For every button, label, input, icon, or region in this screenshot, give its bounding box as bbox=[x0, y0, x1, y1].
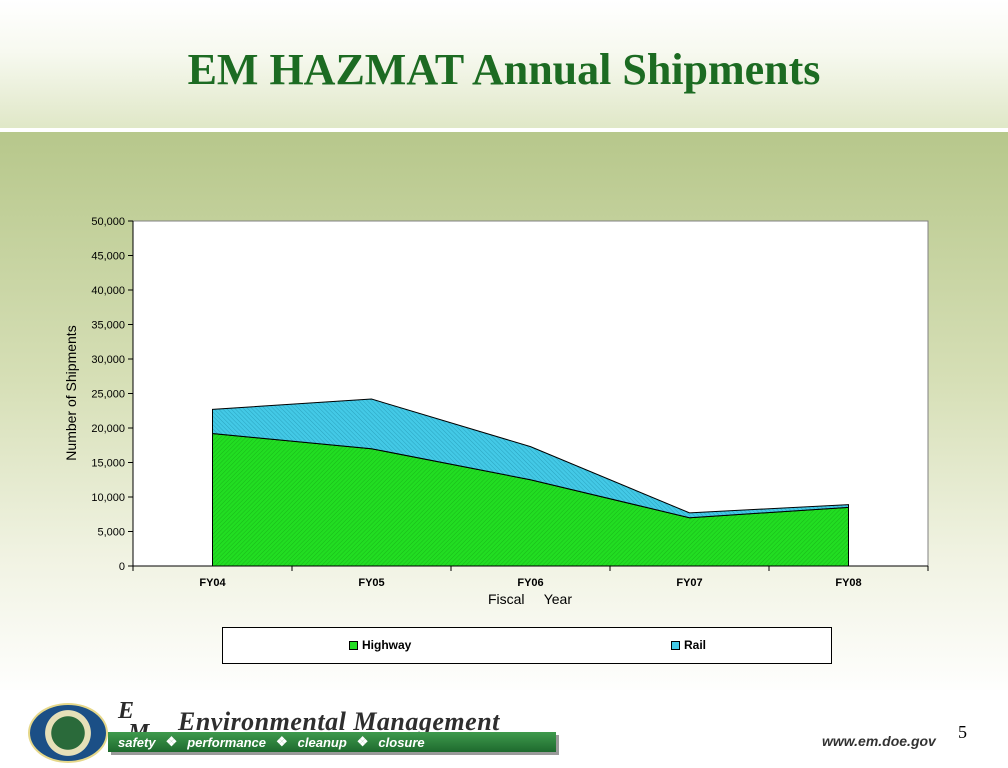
x-tick-label: FY05 bbox=[358, 577, 384, 589]
motto-separator: ❖ bbox=[275, 734, 288, 749]
org-name: Environmental Management bbox=[178, 707, 500, 736]
motto-cleanup: cleanup bbox=[297, 734, 347, 750]
y-tick-label: 50,000 bbox=[91, 216, 125, 228]
area-rail bbox=[212, 398, 849, 519]
y-tick-label: 15,000 bbox=[91, 458, 125, 470]
x-tick-label: FY07 bbox=[676, 577, 702, 589]
title-divider bbox=[0, 128, 1008, 132]
chart-legend: Highway Rail bbox=[222, 627, 832, 664]
y-tick-label: 5,000 bbox=[97, 527, 125, 539]
y-tick-label: 30,000 bbox=[91, 354, 125, 366]
footer bbox=[0, 690, 1008, 768]
legend-item-highway: Highway bbox=[349, 638, 411, 652]
y-tick-label: 25,000 bbox=[91, 389, 125, 401]
y-tick-label: 10,000 bbox=[91, 492, 125, 504]
y-tick-label: 45,000 bbox=[91, 251, 125, 263]
page-number: 5 bbox=[958, 722, 967, 742]
motto-closure: closure bbox=[378, 734, 425, 750]
y-tick-label: 40,000 bbox=[91, 285, 125, 297]
motto-separator: ❖ bbox=[356, 734, 369, 749]
y-axis-label: Number of Shipments bbox=[63, 325, 79, 460]
doe-seal-icon bbox=[28, 703, 108, 763]
x-tick-label: FY08 bbox=[835, 577, 861, 589]
legend-label-rail: Rail bbox=[684, 638, 707, 652]
motto-performance: performance bbox=[187, 734, 266, 750]
legend-swatch-rail bbox=[671, 640, 680, 650]
x-axis-label: Fiscal Year bbox=[488, 591, 572, 607]
y-tick-label: 35,000 bbox=[91, 320, 125, 332]
motto-safety: safety bbox=[118, 734, 156, 750]
legend-swatch-highway bbox=[349, 640, 358, 650]
website-link[interactable]: www.em.doe.gov bbox=[822, 733, 936, 749]
y-tick-label: 0 bbox=[119, 561, 125, 573]
motto-bar: safety ❖ performance ❖ cleanup ❖ closure bbox=[108, 732, 556, 752]
motto-separator: ❖ bbox=[165, 734, 178, 749]
area-chart: 0 5,000 10,000 15,000 20,000 25,000 30,000 35,0… bbox=[63, 216, 929, 607]
axis-layer: 0 5,000 10,000 15,000 20,000 25,000 30,000 35,0… bbox=[91, 216, 929, 589]
legend-item-rail: Rail bbox=[671, 638, 706, 652]
legend-label-highway: Highway bbox=[362, 638, 412, 652]
slide-title: EM HAZMAT Annual Shipments bbox=[187, 45, 821, 94]
x-tick-label: FY06 bbox=[517, 577, 543, 589]
title-banner bbox=[0, 0, 1008, 130]
em-logo-letter-e: E bbox=[118, 698, 135, 724]
y-tick-label: 20,000 bbox=[91, 423, 125, 435]
x-tick-label: FY04 bbox=[199, 577, 226, 589]
